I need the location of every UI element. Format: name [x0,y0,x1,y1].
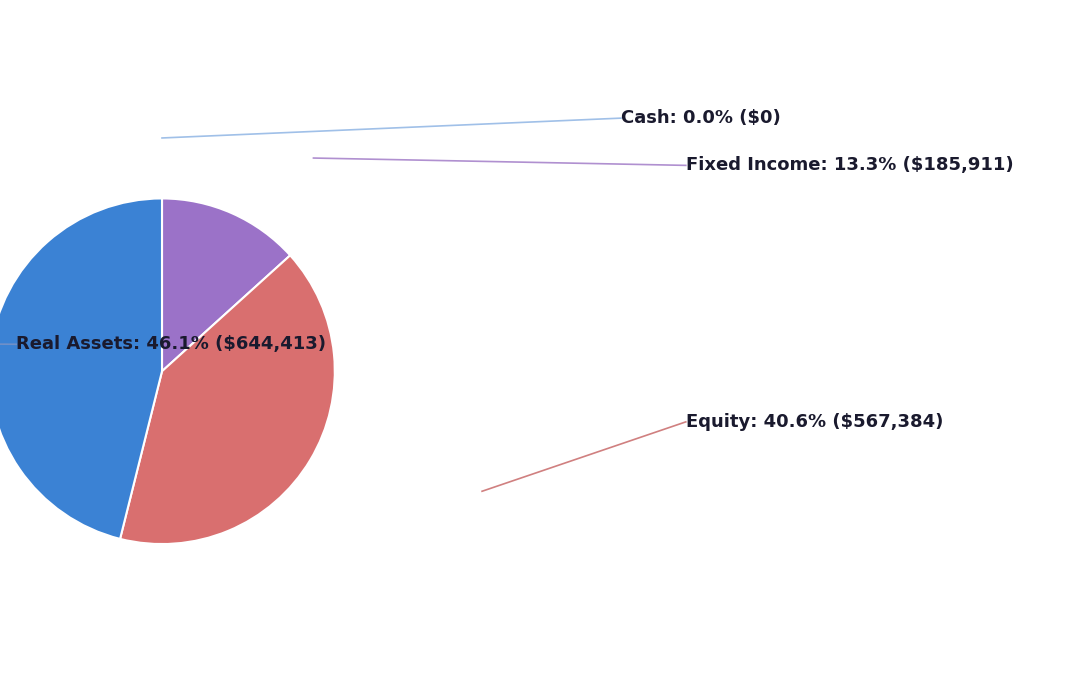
Wedge shape [162,198,291,371]
Text: Fixed Income: 13.3% ($185,911): Fixed Income: 13.3% ($185,911) [686,157,1013,174]
Wedge shape [0,198,162,539]
Text: Real Assets: 46.1% ($644,413): Real Assets: 46.1% ($644,413) [16,335,326,353]
Wedge shape [120,255,335,544]
Text: Equity: 40.6% ($567,384): Equity: 40.6% ($567,384) [686,413,943,431]
Text: Cash: 0.0% ($0): Cash: 0.0% ($0) [621,109,781,127]
